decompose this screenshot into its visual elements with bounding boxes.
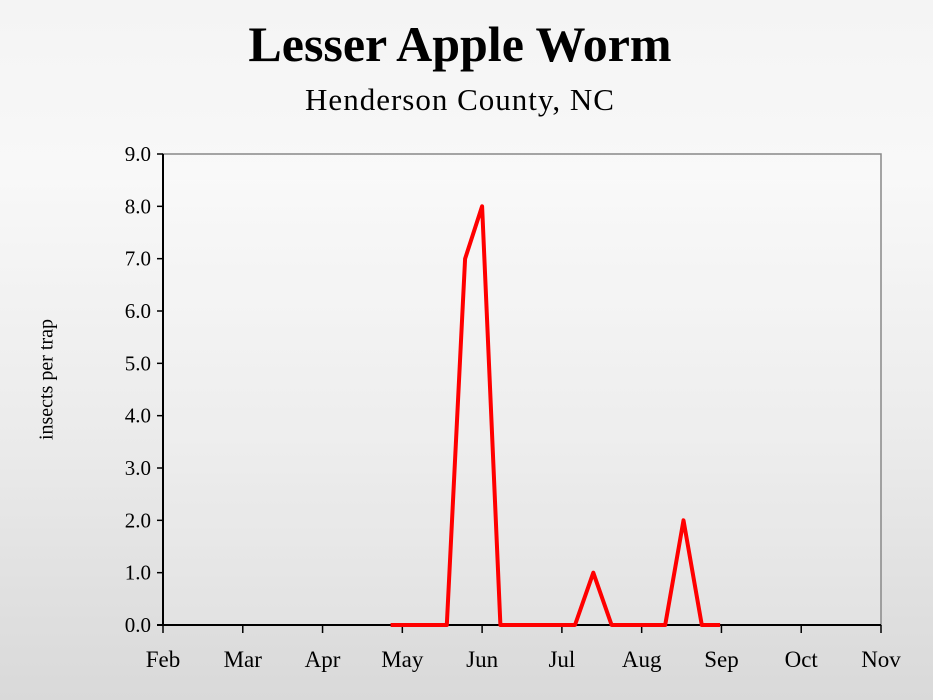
y-tick-label: 3.0 [125,456,151,480]
x-tick-label: Aug [622,647,662,672]
x-tick-label: Mar [224,647,263,672]
y-tick-label: 7.0 [125,247,151,271]
x-tick-label: Nov [861,647,901,672]
y-tick-label: 8.0 [125,194,151,218]
y-axis: 0.0 1.0 2.0 3.0 4.0 5.0 6.0 7.0 8.0 9.0 [125,142,164,637]
y-tick-label: 2.0 [125,508,151,532]
x-tick-label: Sep [704,647,739,672]
chart-title: Lesser Apple Worm [248,16,672,72]
y-tick-label: 1.0 [125,561,151,585]
x-tick-label: Jul [548,647,575,672]
y-tick-label: 6.0 [125,299,151,323]
y-tick-label: 5.0 [125,351,151,375]
y-tick-label: 0.0 [125,613,151,637]
x-tick-label: May [381,647,424,672]
data-series-line [390,204,721,627]
x-tick-label: Feb [146,647,181,672]
chart-subtitle: Henderson County, NC [305,82,615,117]
y-tick-label: 9.0 [125,142,151,166]
x-tick-label: Jun [466,647,498,672]
plot-area [162,153,882,626]
x-tick-label: Oct [785,647,819,672]
y-tick-label: 4.0 [125,404,151,428]
x-axis: Feb Mar Apr May Jun Jul Aug Sep Oct Nov [146,624,901,672]
x-tick-label: Apr [305,647,341,672]
